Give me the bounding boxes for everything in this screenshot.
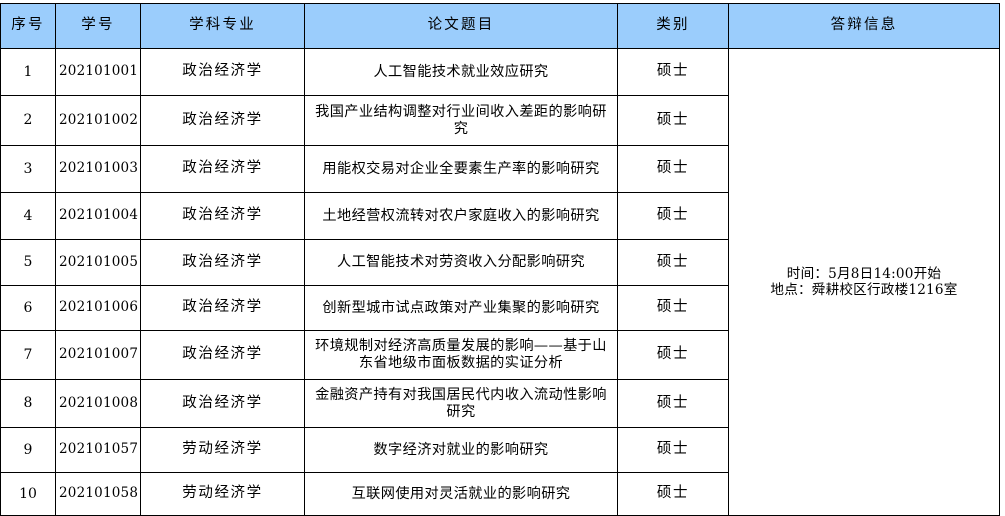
- cell-thesis-title: 环境规制对经济高质量发展的影响——基于山东省地级市面板数据的实证分析: [304, 330, 618, 380]
- table-row: 8 202101008 政治经济学 金融资产持有对我国居民代内收入流动性影响研究…: [0, 379, 1000, 428]
- table-row: 9 202101057 劳动经济学 数字经济对就业的影响研究 硕士: [0, 427, 1000, 473]
- cell-level: 硕士: [617, 239, 729, 286]
- cell-student-id: 202101006: [55, 285, 141, 331]
- column-header-major: 学科专业: [140, 3, 305, 49]
- table-row: 6 202101006 政治经济学 创新型城市试点政策对产业集聚的影响研究 硕士: [0, 285, 1000, 331]
- cell-major: 劳动经济学: [140, 427, 305, 473]
- cell-level: 硕士: [617, 285, 729, 331]
- cell-level: 硕士: [617, 427, 729, 473]
- cell-level: 硕士: [617, 145, 729, 193]
- cell-thesis-title: 用能权交易对企业全要素生产率的影响研究: [304, 145, 618, 193]
- cell-student-id: 202101057: [55, 427, 141, 473]
- defense-time-line: 时间：5月8日14:00开始: [786, 265, 942, 282]
- table-header: 序号 学号 学科专业 论文题目 类别 答辩信息: [0, 3, 1000, 49]
- table-row: 3 202101003 政治经济学 用能权交易对企业全要素生产率的影响研究 硕士: [0, 145, 1000, 193]
- cell-student-id: 202101004: [55, 192, 141, 240]
- cell-defense-info: 时间：5月8日14:00开始 地点：舜耕校区行政楼1216室: [728, 48, 1000, 516]
- cell-thesis-title: 土地经营权流转对农户家庭收入的影响研究: [304, 192, 618, 240]
- cell-major: 政治经济学: [140, 192, 305, 240]
- cell-index: 5: [0, 239, 56, 286]
- cell-major: 政治经济学: [140, 285, 305, 331]
- cell-index: 10: [0, 472, 56, 516]
- cell-thesis-title: 金融资产持有对我国居民代内收入流动性影响研究: [304, 379, 618, 428]
- cell-major: 劳动经济学: [140, 472, 305, 516]
- cell-student-id: 202101002: [55, 95, 141, 146]
- cell-index: 7: [0, 330, 56, 380]
- cell-index: 6: [0, 285, 56, 331]
- cell-student-id: 202101008: [55, 379, 141, 428]
- cell-thesis-title: 互联网使用对灵活就业的影响研究: [304, 472, 618, 516]
- cell-level: 硕士: [617, 48, 729, 96]
- cell-level: 硕士: [617, 330, 729, 380]
- column-header-thesis-title: 论文题目: [304, 3, 618, 49]
- cell-index: 3: [0, 145, 56, 193]
- cell-major: 政治经济学: [140, 330, 305, 380]
- cell-thesis-title: 人工智能技术就业效应研究: [304, 48, 618, 96]
- table-row: 1 202101001 政治经济学 人工智能技术就业效应研究 硕士 时间：5月8…: [0, 48, 1000, 516]
- cell-index: 4: [0, 192, 56, 240]
- cell-student-id: 202101058: [55, 472, 141, 516]
- cell-student-id: 202101007: [55, 330, 141, 380]
- cell-index: 2: [0, 95, 56, 146]
- table-row: 5 202101005 政治经济学 人工智能技术对劳资收入分配影响研究 硕士: [0, 239, 1000, 286]
- table-body: 1 202101001 政治经济学 人工智能技术就业效应研究 硕士 时间：5月8…: [0, 48, 1000, 516]
- cell-major: 政治经济学: [140, 145, 305, 193]
- thesis-defense-table: 序号 学号 学科专业 论文题目 类别 答辩信息 1 202101001 政治经济…: [0, 3, 1000, 516]
- cell-thesis-title: 我国产业结构调整对行业间收入差距的影响研究: [304, 95, 618, 146]
- cell-level: 硕士: [617, 472, 729, 516]
- table-header-row: 序号 学号 学科专业 论文题目 类别 答辩信息: [0, 3, 1000, 49]
- cell-index: 9: [0, 427, 56, 473]
- column-header-level: 类别: [617, 3, 729, 49]
- column-header-student-id: 学号: [55, 3, 141, 49]
- cell-major: 政治经济学: [140, 48, 305, 96]
- thesis-defense-table-container: 序号 学号 学科专业 论文题目 类别 答辩信息 1 202101001 政治经济…: [0, 3, 1000, 516]
- cell-level: 硕士: [617, 192, 729, 240]
- cell-thesis-title: 创新型城市试点政策对产业集聚的影响研究: [304, 285, 618, 331]
- table-row: 4 202101004 政治经济学 土地经营权流转对农户家庭收入的影响研究 硕士: [0, 192, 1000, 240]
- cell-student-id: 202101003: [55, 145, 141, 193]
- cell-student-id: 202101001: [55, 48, 141, 96]
- cell-level: 硕士: [617, 379, 729, 428]
- column-header-index: 序号: [0, 3, 56, 49]
- defense-place-line: 地点：舜耕校区行政楼1216室: [770, 282, 958, 298]
- cell-student-id: 202101005: [55, 239, 141, 286]
- cell-index: 1: [0, 48, 56, 96]
- cell-level: 硕士: [617, 95, 729, 146]
- cell-major: 政治经济学: [140, 379, 305, 428]
- table-row: 7 202101007 政治经济学 环境规制对经济高质量发展的影响——基于山东省…: [0, 330, 1000, 380]
- cell-thesis-title: 人工智能技术对劳资收入分配影响研究: [304, 239, 618, 286]
- cell-major: 政治经济学: [140, 239, 305, 286]
- cell-index: 8: [0, 379, 56, 428]
- column-header-defense-info: 答辩信息: [728, 3, 1000, 49]
- cell-thesis-title: 数字经济对就业的影响研究: [304, 427, 618, 473]
- cell-major: 政治经济学: [140, 95, 305, 146]
